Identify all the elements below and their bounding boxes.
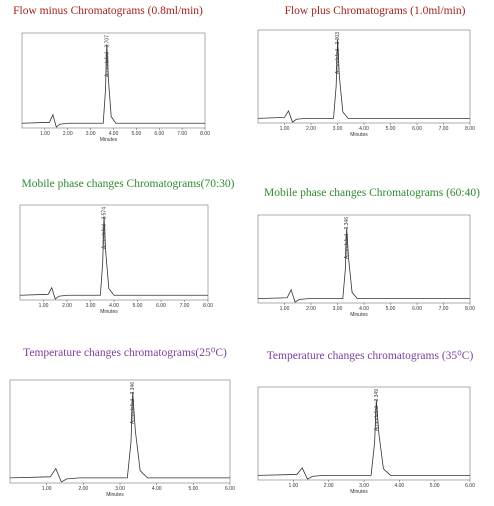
x-tick-label: 7.00 (180, 303, 190, 309)
x-tick-label: 4.00 (109, 131, 119, 137)
chart-title: Flow plus Chromatograms (1.0ml/min) (285, 5, 466, 17)
x-tick-label: 2.00 (63, 131, 73, 137)
x-tick-label: 8.00 (465, 126, 475, 132)
chromatogram-line (9, 392, 230, 483)
x-tick-label: 5.00 (133, 303, 143, 309)
peak-label: Armodafinil - 3.349 (374, 389, 380, 431)
peak-label: Armodafinil - 3.003 (335, 32, 341, 74)
x-tick-label: 8.00 (200, 131, 210, 137)
chart-title: Flow minus Chromatograms (0.8ml/min) (13, 5, 203, 17)
chromatogram-line (19, 216, 208, 300)
chart-title: Mobile phase changes Chromatograms(70:30… (21, 178, 234, 190)
plot-frame (21, 32, 206, 129)
plot-frame (257, 29, 471, 124)
x-tick-label: 2.00 (324, 483, 334, 489)
x-tick-label: 6.00 (412, 306, 422, 312)
chromatogram-line (257, 399, 470, 480)
x-axis-label: Minutes (100, 137, 118, 143)
x-tick-label: 1.00 (288, 483, 298, 489)
x-tick-label: 3.00 (86, 131, 96, 137)
x-tick-label: 5.00 (132, 131, 142, 137)
x-tick-label: 8.00 (203, 303, 213, 309)
chart-title: Temperature changes chromatograms(25⁰C) (23, 347, 227, 359)
x-tick-label: 6.00 (225, 486, 235, 492)
x-tick-label: 4.00 (359, 306, 369, 312)
plot-frame (257, 386, 471, 481)
x-tick-label: 4.00 (109, 303, 119, 309)
x-tick-label: 2.00 (78, 486, 88, 492)
x-tick-label: 3.00 (115, 486, 125, 492)
x-tick-label: 1.00 (280, 126, 290, 132)
plot-frame (9, 379, 231, 484)
x-tick-label: 2.00 (62, 303, 72, 309)
x-tick-label: 7.00 (439, 126, 449, 132)
x-tick-label: 3.00 (333, 306, 343, 312)
x-tick-label: 4.00 (359, 126, 369, 132)
x-axis-label: Minutes (106, 492, 124, 498)
chromatogram-line (257, 39, 470, 123)
x-axis-label: Minutes (350, 132, 368, 138)
x-tick-label: 3.00 (359, 483, 369, 489)
x-tick-label: 5.00 (430, 483, 440, 489)
peak-label: Armodafinil - 3.346 (344, 217, 350, 259)
plot-frame (19, 204, 209, 301)
x-tick-label: 2.00 (306, 126, 316, 132)
x-tick-label: 1.00 (42, 486, 52, 492)
peak-label: Armodafinil - 3.346 (130, 382, 136, 424)
peak-label: Armodafinil - 3.707 (104, 35, 110, 77)
x-tick-label: 6.00 (154, 131, 164, 137)
x-tick-label: 6.00 (412, 126, 422, 132)
chromatogram-line (21, 44, 205, 128)
peak-label: Armodafinil - 3.574 (101, 207, 107, 249)
x-tick-label: 7.00 (439, 306, 449, 312)
x-tick-label: 3.00 (86, 303, 96, 309)
x-axis-label: Minutes (350, 312, 368, 318)
x-tick-label: 1.00 (39, 303, 49, 309)
x-tick-label: 7.00 (177, 131, 187, 137)
x-tick-label: 5.00 (188, 486, 198, 492)
chart-title: Mobile phase changes Chromatograms (60:4… (264, 187, 480, 199)
plot-frame (257, 214, 471, 304)
x-tick-label: 6.00 (465, 483, 475, 489)
x-tick-label: 4.00 (152, 486, 162, 492)
x-axis-label: Minutes (100, 309, 118, 315)
x-tick-label: 6.00 (156, 303, 166, 309)
x-tick-label: 5.00 (386, 126, 396, 132)
x-tick-label: 1.00 (40, 131, 50, 137)
x-tick-label: 1.00 (280, 306, 290, 312)
x-tick-label: 4.00 (394, 483, 404, 489)
x-tick-label: 5.00 (386, 306, 396, 312)
chart-title: Temperature changes chromatograms (35⁰C) (267, 350, 474, 362)
chromatogram-line (257, 228, 470, 303)
x-tick-label: 8.00 (465, 306, 475, 312)
x-tick-label: 3.00 (333, 126, 343, 132)
x-axis-label: Minutes (350, 489, 368, 495)
x-tick-label: 2.00 (306, 306, 316, 312)
